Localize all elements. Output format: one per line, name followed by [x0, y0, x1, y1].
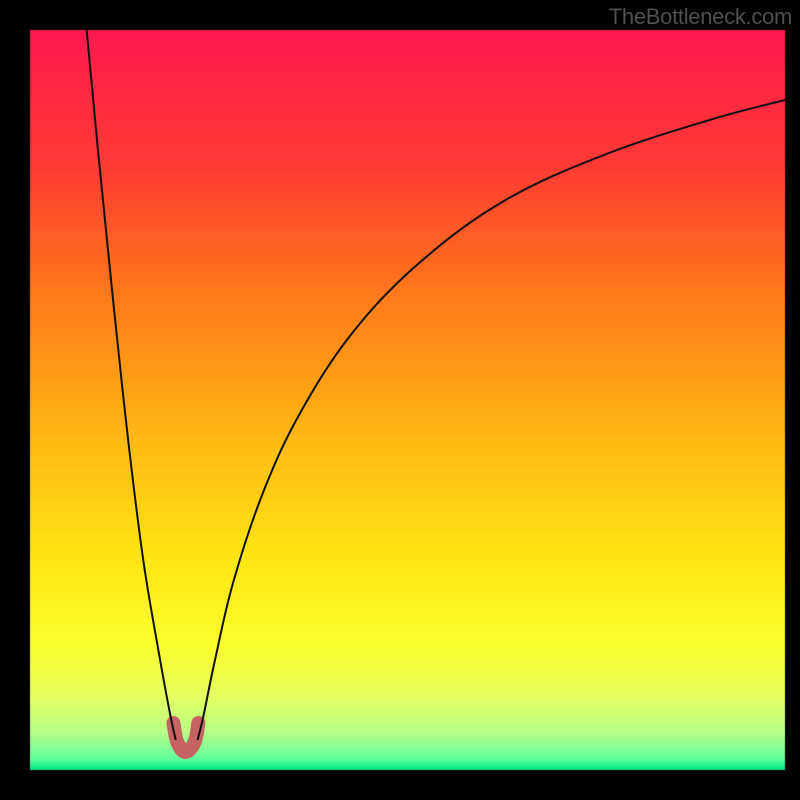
attribution-label: TheBottleneck.com: [609, 0, 800, 30]
background-gradient: [0, 0, 800, 800]
bottleneck-chart: TheBottleneck.com: [0, 0, 800, 800]
